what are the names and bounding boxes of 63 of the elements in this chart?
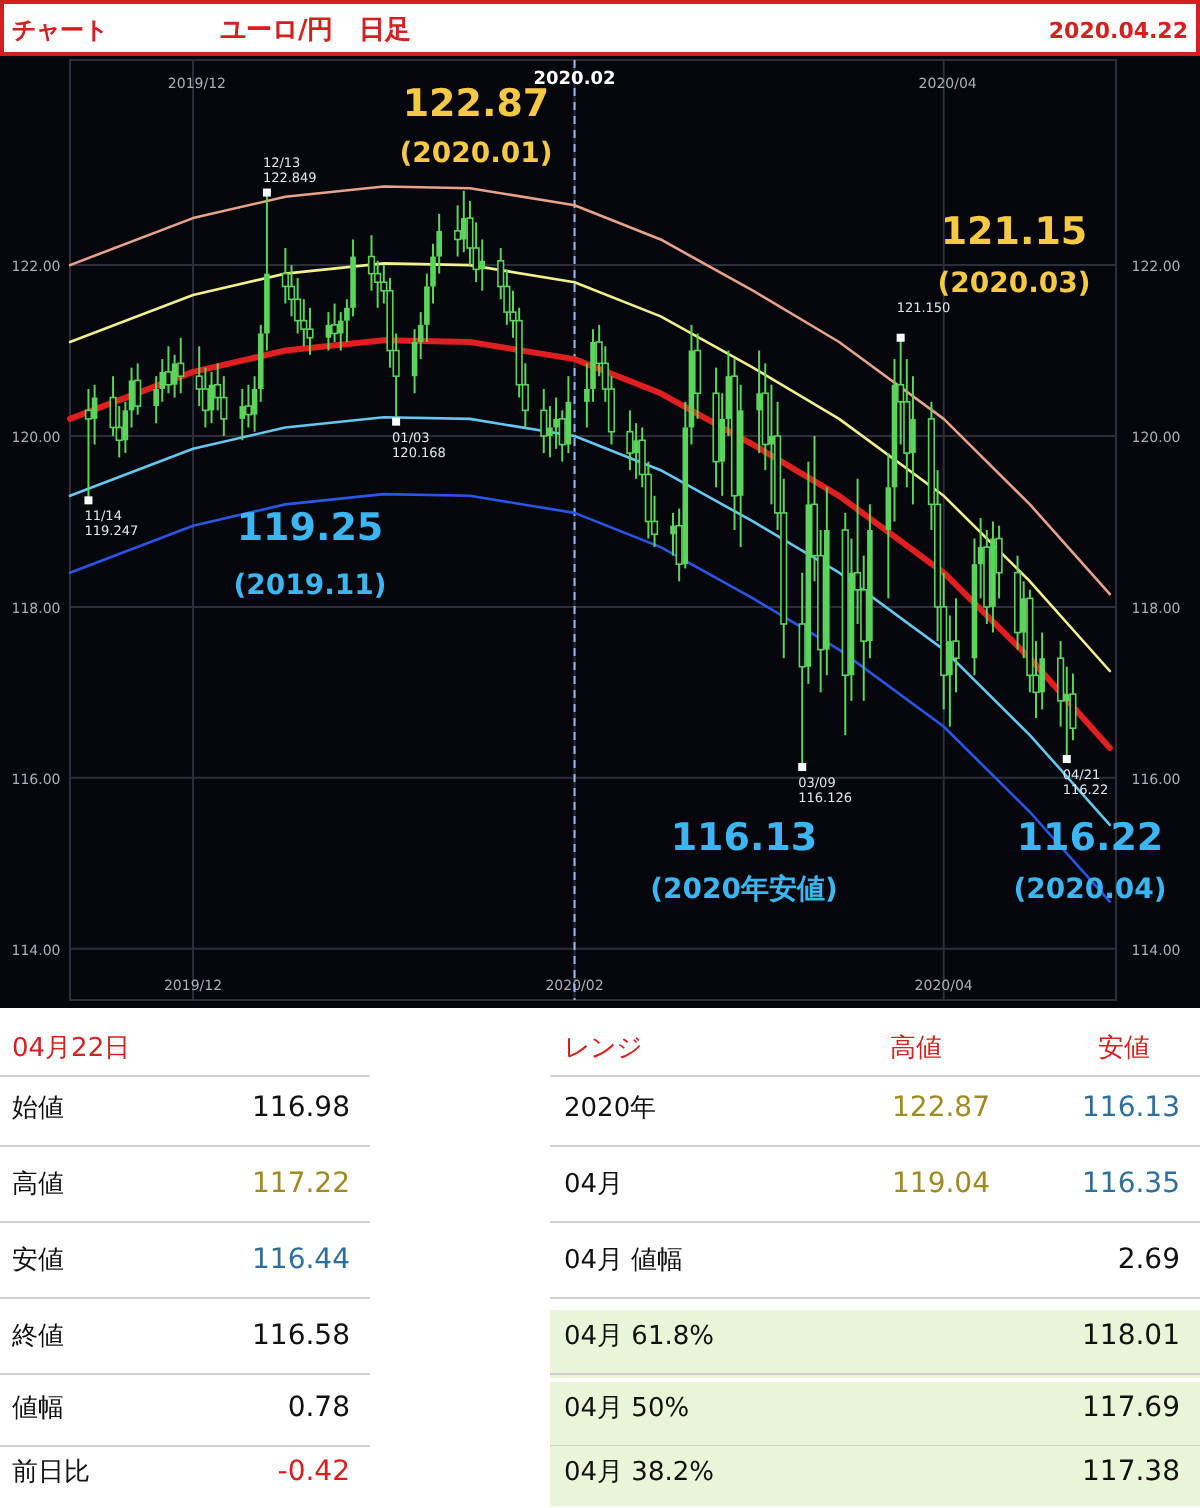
text: 119.04 — [892, 1168, 991, 1200]
text: 高値 — [12, 1168, 64, 1200]
text: 2020年 — [564, 1094, 657, 1124]
text: 118.01 — [1082, 1320, 1180, 1352]
text: 安値 — [1098, 1032, 1150, 1064]
candlestick — [177, 336, 185, 395]
candlestick — [756, 349, 762, 455]
candlestick — [325, 311, 332, 352]
annotation: (2020.01) — [399, 138, 553, 170]
text: 2.69 — [1117, 1244, 1180, 1276]
candlestick — [540, 388, 548, 455]
text: 安値 — [12, 1244, 64, 1276]
text: 116.58 — [252, 1320, 350, 1352]
text: 前日比 — [12, 1458, 90, 1488]
text: 116.13 — [1082, 1092, 1180, 1124]
text: 値幅 — [12, 1394, 64, 1424]
line-series — [68, 262, 1112, 673]
text: 122.87 — [892, 1092, 990, 1124]
candlestick — [306, 306, 314, 356]
annotation: (2019.11) — [233, 570, 387, 602]
text: 高値 — [890, 1032, 942, 1064]
text: 117.22 — [252, 1168, 350, 1200]
candlestick — [1039, 631, 1045, 711]
text: 04月 値幅 — [564, 1246, 684, 1276]
text: 04月 — [564, 1170, 624, 1200]
text: 116.44 — [252, 1244, 351, 1276]
text: レンジ — [564, 1034, 642, 1064]
text: 04月22日 — [12, 1034, 131, 1064]
text: 始値 — [12, 1094, 64, 1124]
chart-subtitle: 2020.04.22 — [1048, 18, 1188, 44]
candlestick — [626, 409, 634, 472]
candlestick — [239, 388, 246, 442]
text: -0.42 — [277, 1456, 350, 1488]
line-series — [68, 185, 1112, 596]
candlestick — [134, 362, 142, 416]
text: 終値 — [10, 1322, 64, 1352]
candlestick — [670, 511, 676, 557]
candlestick — [547, 405, 553, 459]
candlestick — [1063, 665, 1070, 761]
candlestick — [768, 383, 775, 506]
chart-title: ユーロ/円 日足 — [220, 16, 412, 46]
candlestick — [553, 396, 559, 450]
annotation: (2020.03) — [937, 268, 1091, 300]
text: 117.69 — [1082, 1392, 1180, 1424]
candlestick — [330, 302, 339, 343]
annotation: (2020年安値) — [650, 872, 838, 906]
text: 04月 50% — [564, 1394, 690, 1424]
text: 116.35 — [1082, 1168, 1180, 1200]
text: 04月 38.2% — [564, 1458, 714, 1488]
candlestick — [633, 422, 639, 480]
candlestick — [910, 375, 916, 506]
text: 116.98 — [252, 1092, 350, 1124]
candlestick — [565, 375, 572, 455]
annotation: 116.13 — [670, 816, 818, 860]
annotation: 119.25 — [236, 506, 384, 550]
text: 117.38 — [1082, 1456, 1180, 1488]
annotation: 121.15 — [940, 210, 1088, 254]
candlestick — [164, 345, 173, 395]
candlestick — [84, 388, 93, 502]
text: 04月 61.8% — [564, 1322, 714, 1352]
candlestick — [479, 238, 486, 292]
text: チャート — [12, 16, 108, 44]
text: 0.78 — [287, 1392, 350, 1424]
